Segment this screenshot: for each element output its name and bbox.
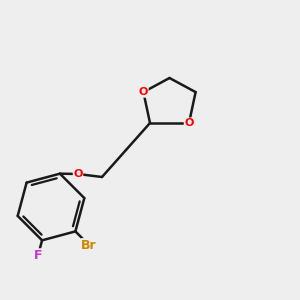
Text: O: O <box>139 87 148 97</box>
Text: Br: Br <box>81 239 97 252</box>
Text: O: O <box>184 118 194 128</box>
Text: O: O <box>73 169 83 179</box>
Text: F: F <box>34 249 42 262</box>
